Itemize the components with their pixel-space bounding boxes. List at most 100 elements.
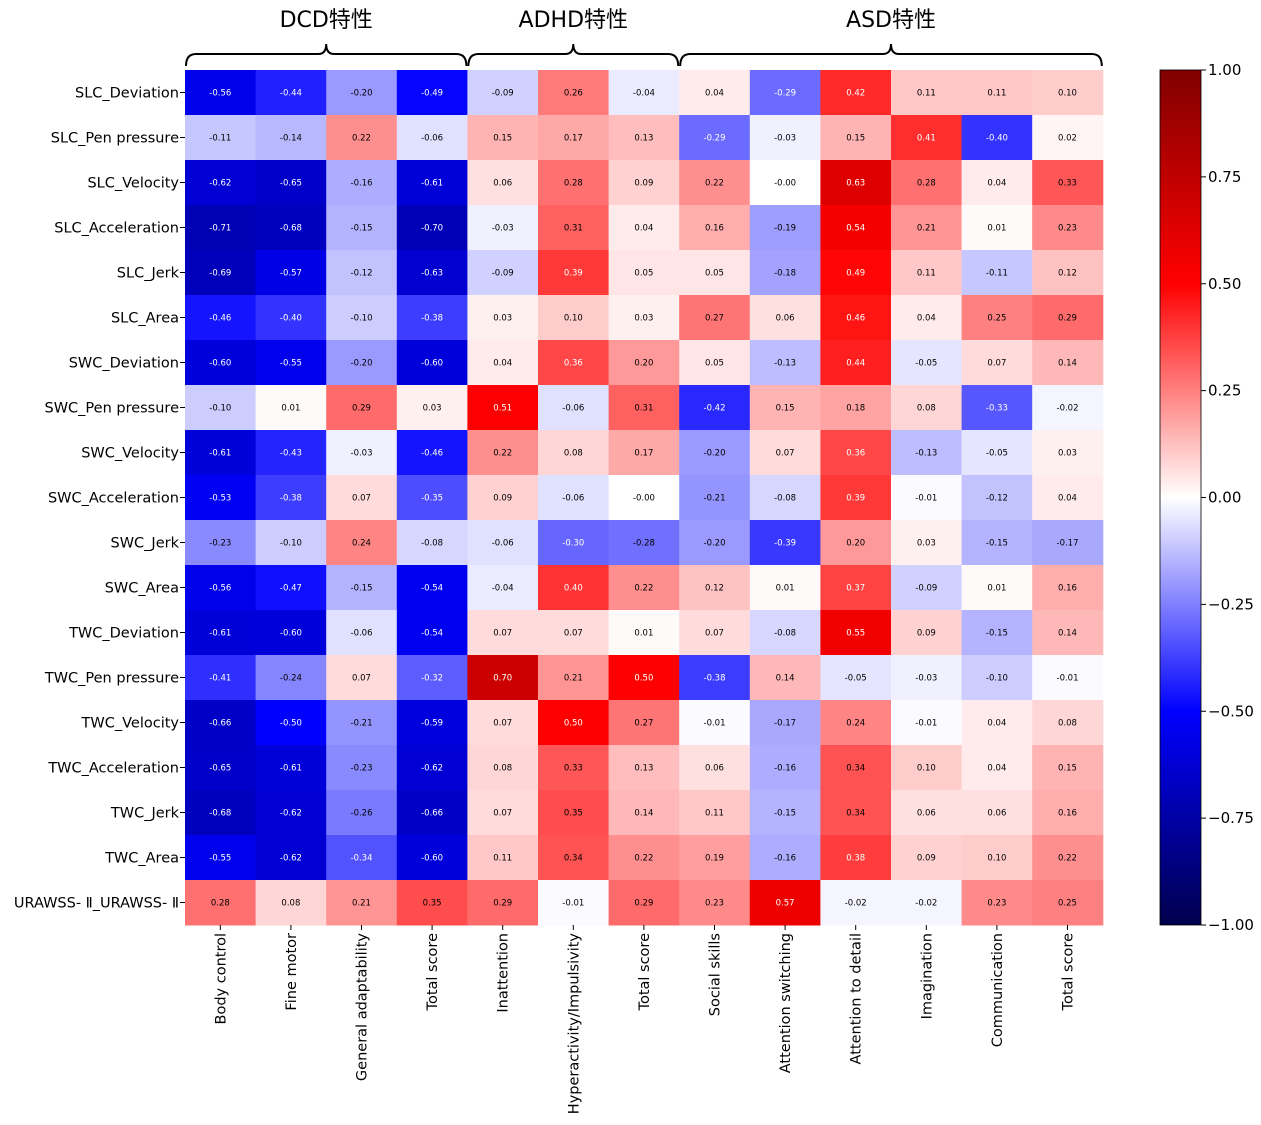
heatmap-cell bbox=[1032, 520, 1104, 566]
cell-value-label: -0.40 bbox=[986, 134, 1008, 144]
cell-value-label: -0.59 bbox=[421, 719, 443, 729]
heatmap-cell bbox=[1032, 430, 1104, 476]
heatmap-cell bbox=[1032, 745, 1104, 791]
heatmap-cell bbox=[891, 880, 963, 926]
colorbar-gradient bbox=[1159, 69, 1202, 926]
heatmap-cell bbox=[961, 295, 1033, 341]
group-bracket bbox=[185, 43, 468, 67]
heatmap-cell bbox=[679, 160, 751, 206]
heatmap-cell bbox=[608, 295, 680, 341]
heatmap-cell bbox=[749, 475, 821, 521]
heatmap-cell bbox=[679, 520, 751, 566]
heatmap-cell bbox=[396, 880, 468, 926]
heatmap-cell bbox=[396, 520, 468, 566]
cell-value-label: -0.49 bbox=[421, 89, 443, 99]
heatmap-cell bbox=[961, 205, 1033, 251]
cell-value-label: -0.02 bbox=[845, 899, 867, 909]
heatmap-cell bbox=[326, 70, 398, 116]
heatmap-cell bbox=[467, 475, 539, 521]
cell-value-label: -0.62 bbox=[280, 809, 302, 819]
cell-value-label: 0.14 bbox=[1058, 359, 1077, 369]
heatmap-cell bbox=[608, 340, 680, 386]
cell-value-label: 0.09 bbox=[917, 629, 936, 639]
cell-value-label: -0.23 bbox=[209, 539, 231, 549]
heatmap-cell bbox=[1032, 385, 1104, 431]
heatmap-cell bbox=[255, 700, 327, 746]
cell-value-label: -0.60 bbox=[280, 629, 302, 639]
cell-value-label: -0.17 bbox=[1057, 539, 1079, 549]
heatmap-cell bbox=[891, 610, 963, 656]
row-label: TWC_Velocity bbox=[81, 716, 180, 732]
cell-value-label: -0.20 bbox=[704, 449, 726, 459]
heatmap-cell bbox=[326, 295, 398, 341]
cell-value-label: -0.11 bbox=[209, 134, 231, 144]
cell-value-label: 0.04 bbox=[917, 314, 936, 324]
cell-value-label: -0.32 bbox=[421, 674, 443, 684]
cell-value-label: -0.57 bbox=[280, 269, 302, 279]
cell-value-label: 0.21 bbox=[917, 224, 936, 234]
heatmap-cell bbox=[538, 205, 610, 251]
heatmap-cell bbox=[961, 565, 1033, 611]
heatmap-cell bbox=[538, 880, 610, 926]
colorbar-tick-label: 0.50 bbox=[1208, 275, 1241, 293]
heatmap-cell bbox=[255, 565, 327, 611]
heatmap-cell bbox=[891, 205, 963, 251]
cell-value-label: 0.29 bbox=[1058, 314, 1077, 324]
cell-value-label: -0.11 bbox=[986, 269, 1008, 279]
heatmap-cell bbox=[326, 835, 398, 881]
cell-value-label: 0.29 bbox=[493, 899, 512, 909]
cell-value-label: 0.15 bbox=[1058, 764, 1077, 774]
cell-value-label: 0.36 bbox=[564, 359, 583, 369]
heatmap-cell bbox=[749, 70, 821, 116]
heatmap-cell bbox=[538, 250, 610, 296]
row-label: TWC_Jerk bbox=[110, 806, 180, 822]
heatmap-cell bbox=[820, 520, 892, 566]
row-label: SWC_Area bbox=[105, 581, 179, 597]
heatmap-cell bbox=[396, 160, 468, 206]
cell-value-label: -0.38 bbox=[421, 314, 443, 324]
cell-value-label: -0.39 bbox=[774, 539, 796, 549]
cell-value-label: 0.08 bbox=[564, 449, 583, 459]
cell-value-label: -0.03 bbox=[492, 224, 514, 234]
heatmap-cell bbox=[820, 835, 892, 881]
heatmap-cell bbox=[749, 835, 821, 881]
heatmap-cell bbox=[820, 655, 892, 701]
cell-value-label: -0.61 bbox=[209, 629, 231, 639]
cell-value-label: -0.26 bbox=[351, 809, 373, 819]
cell-value-label: 0.29 bbox=[352, 404, 371, 414]
cell-value-label: 0.27 bbox=[705, 314, 724, 324]
cell-value-label: -0.17 bbox=[774, 719, 796, 729]
cell-value-label: 0.24 bbox=[352, 539, 371, 549]
cell-value-label: 0.70 bbox=[493, 674, 512, 684]
heatmap-cell bbox=[820, 565, 892, 611]
heatmap-cell bbox=[608, 700, 680, 746]
heatmap-cell bbox=[1032, 205, 1104, 251]
cell-value-label: -0.02 bbox=[1057, 404, 1079, 414]
heatmap-cell bbox=[1032, 160, 1104, 206]
heatmap-cell bbox=[1032, 835, 1104, 881]
heatmap-cell bbox=[185, 835, 257, 881]
cell-value-label: -0.60 bbox=[421, 854, 443, 864]
heatmap-cell bbox=[608, 790, 680, 836]
cell-value-label: 0.08 bbox=[1058, 719, 1077, 729]
cell-value-label: 0.46 bbox=[846, 314, 865, 324]
cell-value-label: 0.31 bbox=[634, 404, 653, 414]
cell-value-label: -0.23 bbox=[351, 764, 373, 774]
heatmap-cell bbox=[467, 205, 539, 251]
heatmap-cell bbox=[396, 430, 468, 476]
heatmap-cell bbox=[467, 520, 539, 566]
heatmap-cell bbox=[679, 475, 751, 521]
heatmap-cell bbox=[326, 565, 398, 611]
cell-value-label: -0.00 bbox=[633, 494, 655, 504]
heatmap-cell bbox=[891, 700, 963, 746]
heatmap-cell bbox=[255, 70, 327, 116]
cell-value-label: 0.06 bbox=[776, 314, 795, 324]
heatmap-cell bbox=[608, 385, 680, 431]
heatmap-cell bbox=[255, 835, 327, 881]
cell-value-label: 0.06 bbox=[917, 809, 936, 819]
heatmap-cell bbox=[185, 565, 257, 611]
heatmap-cell bbox=[749, 340, 821, 386]
colorbar-tick-label: −0.75 bbox=[1208, 809, 1254, 827]
cell-value-label: -0.13 bbox=[774, 359, 796, 369]
cell-value-label: 0.03 bbox=[634, 314, 653, 324]
